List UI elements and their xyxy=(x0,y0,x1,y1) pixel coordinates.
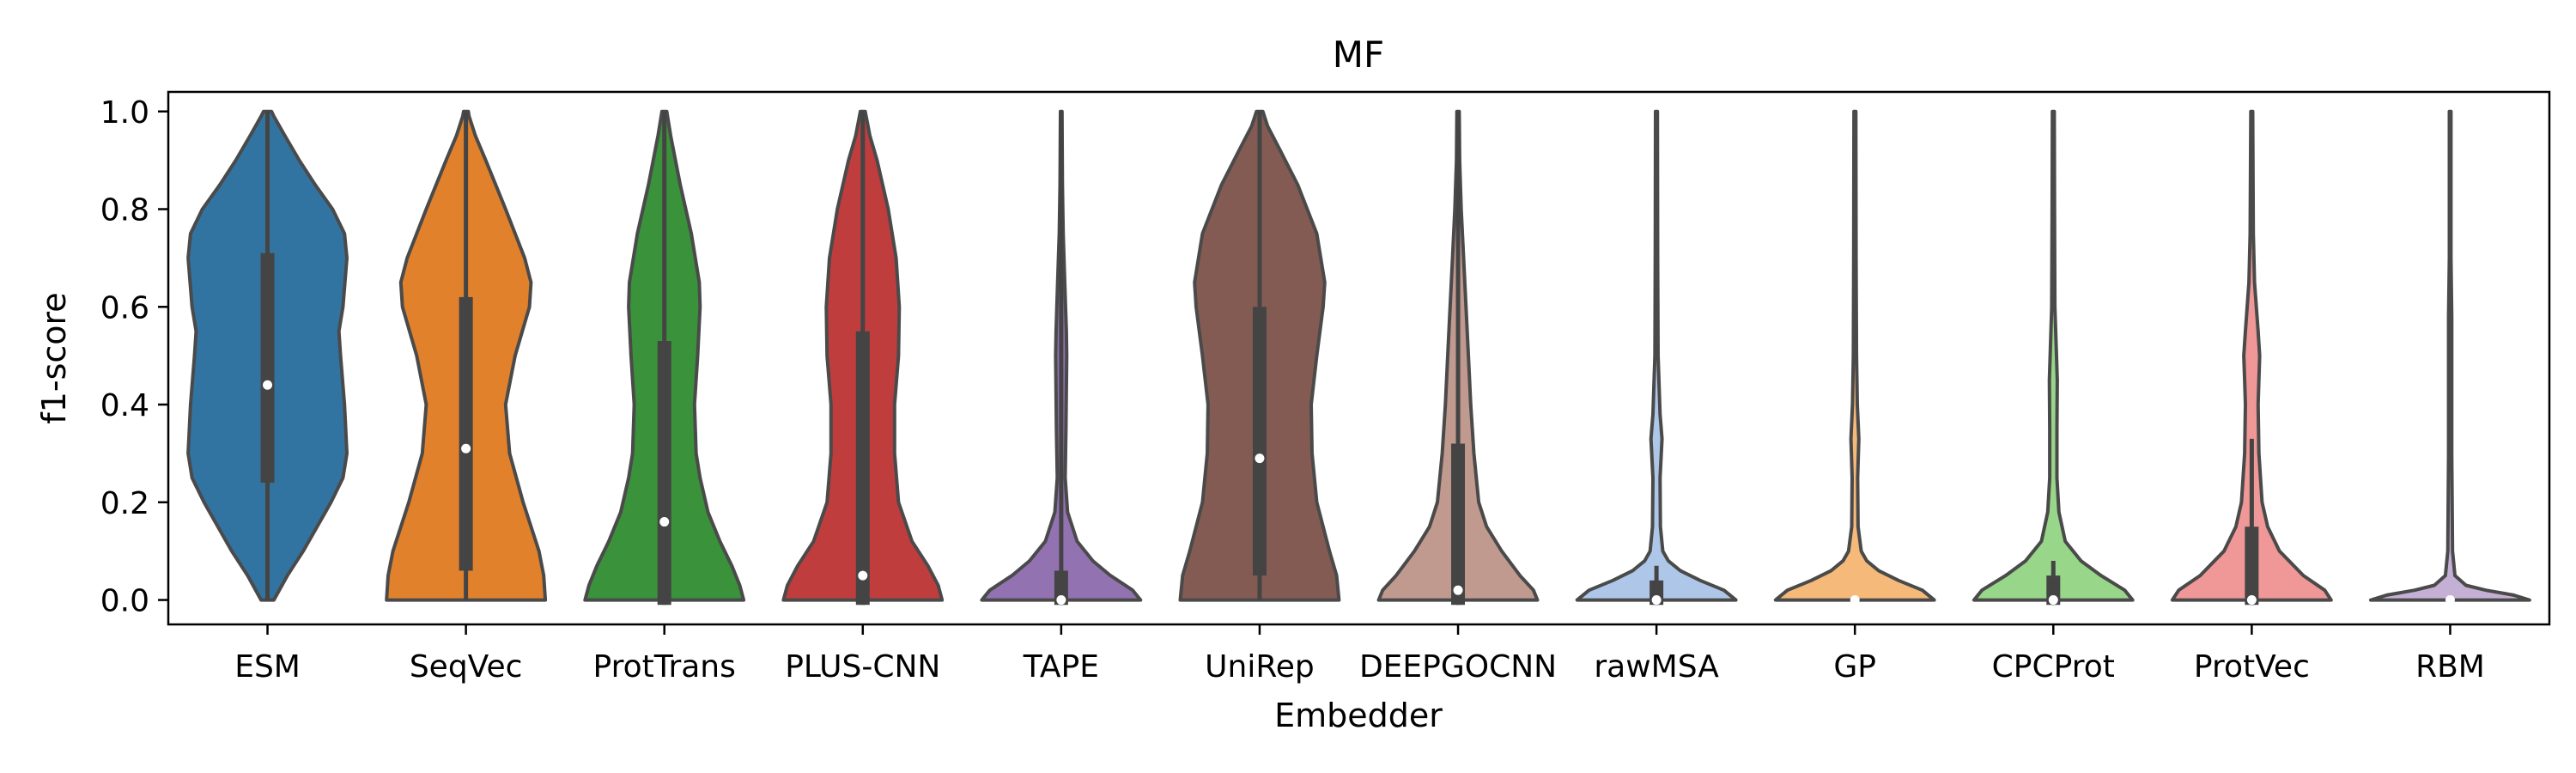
violin-iqr-box xyxy=(2245,526,2258,605)
x-tick-label: RBM xyxy=(2415,649,2485,685)
violin-median xyxy=(2049,595,2058,605)
violin-iqr-box xyxy=(1451,444,1465,606)
x-tick-label: ProtVec xyxy=(2194,649,2310,685)
y-tick-label: 1.0 xyxy=(100,95,149,131)
violin-iqr-box xyxy=(1253,307,1267,575)
violin-median xyxy=(2445,595,2455,605)
violin-median xyxy=(1652,595,1662,605)
x-tick-label: PLUS-CNN xyxy=(785,649,940,685)
violin-iqr-box xyxy=(261,253,275,483)
violin-median xyxy=(2247,595,2257,605)
x-tick-label: ProtTrans xyxy=(593,649,736,685)
x-tick-label: CPCProt xyxy=(1992,649,2115,685)
violin-iqr-box xyxy=(459,297,473,571)
y-tick-label: 0.6 xyxy=(100,290,149,326)
y-tick-label: 0.0 xyxy=(100,584,149,619)
chart-title: MF xyxy=(1333,33,1384,76)
x-tick-label: GP xyxy=(1833,649,1876,685)
x-tick-label: rawMSA xyxy=(1594,649,1719,685)
violin-median xyxy=(1056,595,1066,605)
violin-median xyxy=(263,380,272,390)
y-tick-label: 0.8 xyxy=(100,193,149,228)
y-axis-label: f1-score xyxy=(35,292,73,423)
x-axis-label: Embedder xyxy=(1274,697,1443,734)
violin-median xyxy=(461,444,471,453)
y-tick-label: 0.4 xyxy=(100,388,149,423)
x-tick-label: UniRep xyxy=(1205,649,1315,685)
violin-median xyxy=(1850,595,1860,605)
y-tick-label: 0.2 xyxy=(100,486,149,521)
violin-median xyxy=(858,571,867,581)
x-tick-label: SeqVec xyxy=(410,649,523,685)
violin-median xyxy=(1454,586,1463,595)
violin-iqr-box xyxy=(856,332,870,606)
x-tick-label: DEEPGOCNN xyxy=(1359,649,1557,685)
violin-iqr-box xyxy=(658,341,671,605)
x-tick-label: TAPE xyxy=(1023,649,1099,685)
x-tick-label: ESM xyxy=(234,649,301,685)
violin-median xyxy=(659,517,669,526)
violin-median xyxy=(1255,453,1264,463)
